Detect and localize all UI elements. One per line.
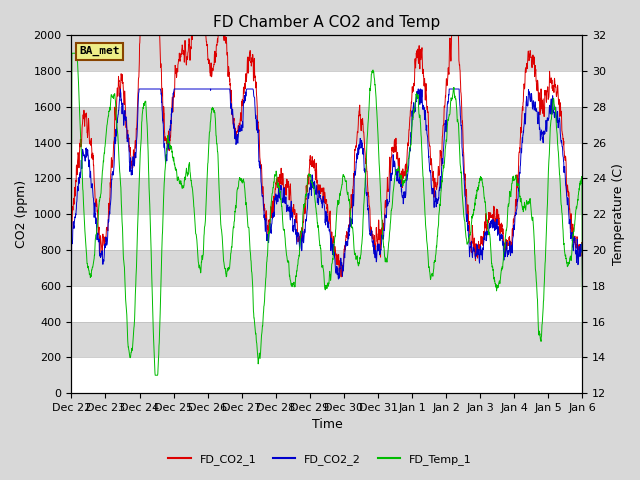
Text: BA_met: BA_met <box>79 46 120 56</box>
Bar <box>72 143 582 179</box>
X-axis label: Time: Time <box>312 419 342 432</box>
Bar <box>72 71 582 107</box>
Legend: FD_CO2_1, FD_CO2_2, FD_Temp_1: FD_CO2_1, FD_CO2_2, FD_Temp_1 <box>164 450 476 469</box>
Title: FD Chamber A CO2 and Temp: FD Chamber A CO2 and Temp <box>213 15 440 30</box>
Y-axis label: CO2 (ppm): CO2 (ppm) <box>15 180 28 248</box>
Bar <box>72 214 582 250</box>
Bar <box>72 357 582 393</box>
Bar <box>72 286 582 322</box>
Y-axis label: Temperature (C): Temperature (C) <box>612 163 625 265</box>
